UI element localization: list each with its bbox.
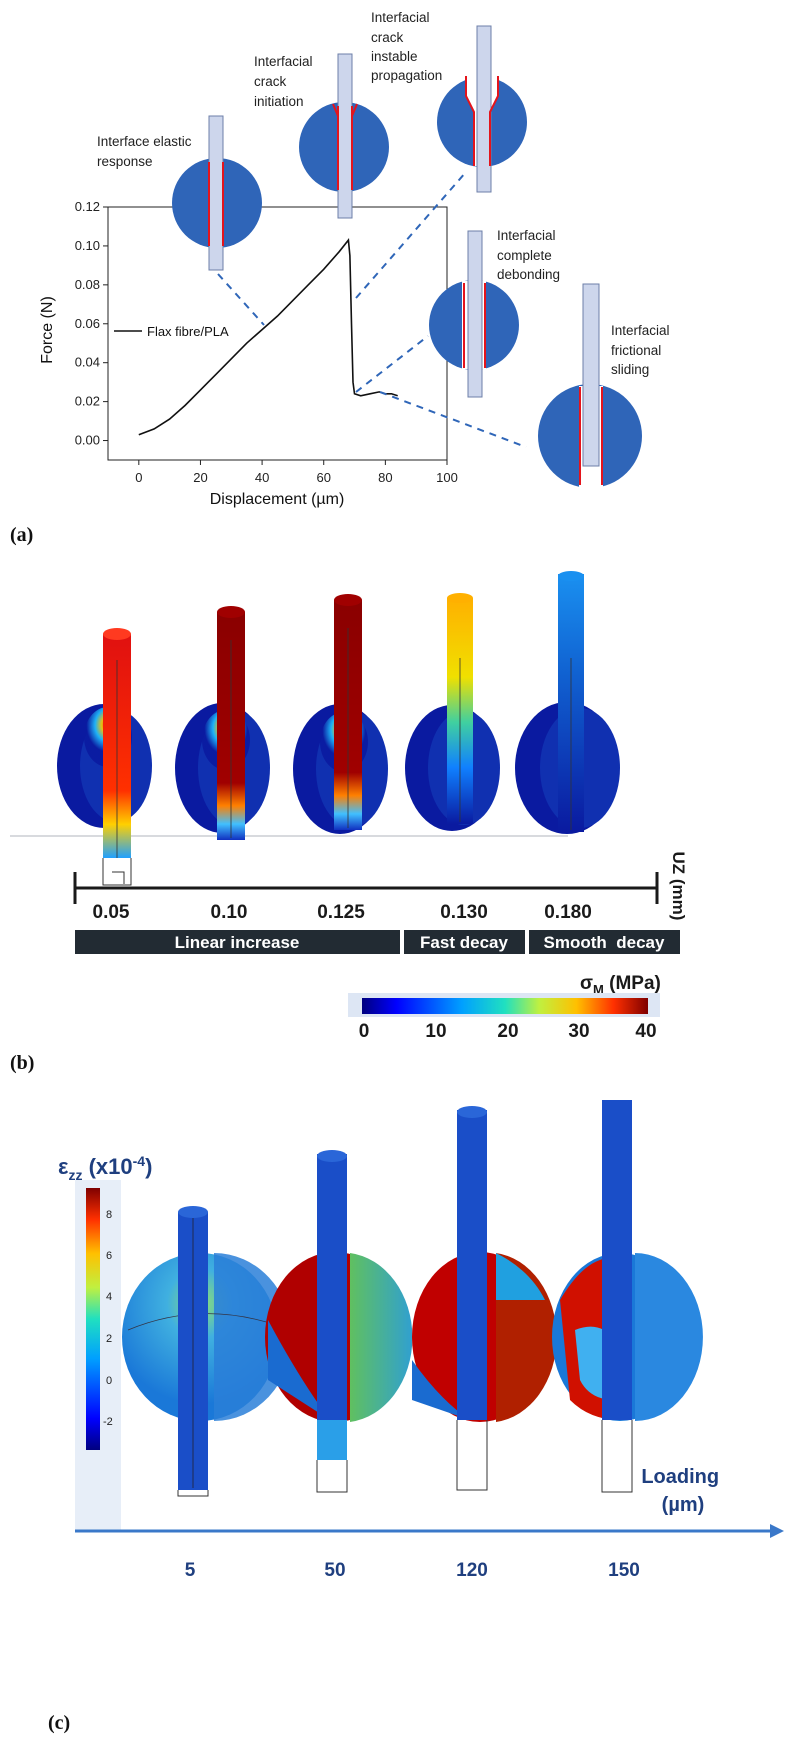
schematic-elastic-response (172, 115, 262, 271)
stage-label-complete-debonding: Interfacial complete debonding (497, 228, 560, 282)
x-tick-label: 80 (378, 470, 392, 485)
stress-model-0-180 (515, 571, 620, 834)
uz-axis-label: UZ (mm) (669, 852, 688, 921)
loading-axis-label: Loading (µm) (641, 1466, 724, 1516)
connector-elastic (217, 273, 265, 326)
phase-box-smooth-decay (529, 930, 680, 954)
phase-label: Linear increase (175, 933, 300, 952)
tick-group (103, 206, 448, 465)
colorbar-tick: 4 (106, 1291, 112, 1303)
tick-label-group: 0 20 40 60 80 100 0.00 0.02 0.04 0.06 0.08 0.10 0.12 (75, 199, 458, 485)
series-group (138, 238, 398, 436)
loading-axis (75, 1524, 784, 1538)
connector-sliding (379, 391, 527, 448)
phase-box-fast-decay (404, 930, 525, 954)
stress-model-0-125 (293, 594, 388, 834)
panel-label-b: (b) (10, 1052, 35, 1074)
panel-label-a: (a) (10, 524, 34, 546)
y-axis-label: Force (N) (39, 296, 56, 364)
loading-value: 120 (456, 1560, 488, 1581)
stage-label-frictional-sliding: Interfacial frictional sliding (611, 323, 673, 377)
uz-value: 0.130 (440, 902, 488, 923)
colorbar-tick: 8 (106, 1209, 112, 1221)
x-tick-label: 0 (135, 470, 142, 485)
stage-label-crack-initiation: Interfacial crack initiation (254, 54, 316, 109)
y-tick-label: 0.02 (75, 394, 100, 409)
x-tick-label: 100 (436, 470, 458, 485)
stage-label-instable-propagation: Interfacial crack instable propagation (371, 10, 442, 83)
stress-model-0-05 (57, 628, 152, 886)
schematic-frictional-sliding (538, 283, 642, 490)
schematic-complete-debonding (429, 230, 519, 398)
y-tick-label: 0.08 (75, 277, 100, 292)
loading-value: 150 (608, 1560, 640, 1581)
uz-value: 0.05 (93, 902, 130, 923)
uz-value: 0.10 (211, 902, 248, 923)
phase-label: Fast decay (420, 933, 508, 952)
colorbar-tick: 0 (359, 1021, 370, 1042)
strain-model-50 (265, 1150, 413, 1493)
y-tick-label: 0.06 (75, 316, 100, 331)
panel-a: 0 20 40 60 80 100 0.00 0.02 0.04 0.06 0.08 0.10 0.12… (39, 10, 673, 508)
strain-colorbar (86, 1188, 100, 1450)
colorbar-tick: 40 (635, 1021, 656, 1042)
x-tick-label: 20 (193, 470, 207, 485)
colorbar-tick: 6 (106, 1250, 112, 1262)
legend-label: Flax fibre/PLA (147, 324, 229, 339)
dashed-connectors (217, 171, 527, 448)
connector-debonding (355, 335, 429, 393)
y-tick-label: 0.12 (75, 199, 100, 214)
phase-box-linear-increase (75, 930, 400, 954)
phase-label: Smooth decay (544, 933, 665, 952)
colorbar (362, 998, 648, 1014)
loading-value: 5 (185, 1560, 196, 1581)
colorbar-tick: -2 (103, 1416, 113, 1428)
stress-model-0-10 (175, 606, 270, 840)
uz-value: 0.125 (317, 902, 365, 923)
strain-model-150 (552, 1100, 703, 1493)
colorbar-tick: 0 (106, 1375, 112, 1387)
series-line-flax-fibre-pla (138, 238, 398, 436)
arrow-head-icon (770, 1524, 784, 1538)
colorbar-tick: 30 (568, 1021, 589, 1042)
stress-model-0-130 (405, 593, 500, 831)
y-tick-label: 0.00 (75, 433, 100, 448)
uz-value: 0.180 (544, 902, 592, 923)
schematic-instable-propagation (437, 25, 527, 193)
colorbar-tick: 20 (497, 1021, 518, 1042)
colorbar-tick: 2 (106, 1333, 112, 1345)
strain-model-120 (412, 1106, 557, 1491)
panel-label-c: (c) (48, 1712, 71, 1734)
colorbar-title: εzz (x10-4) (58, 1153, 152, 1183)
colorbar-tick: 10 (425, 1021, 446, 1042)
panel-b: UZ (mm) 0.05 0.10 0.125 0.130 0.180 Line… (10, 571, 688, 1042)
y-tick-label: 0.04 (75, 355, 100, 370)
x-tick-label: 40 (255, 470, 269, 485)
x-axis-label: Displacement (µm) (210, 491, 345, 508)
y-tick-label: 0.10 (75, 238, 100, 253)
loading-value: 50 (324, 1560, 345, 1581)
panel-c: εzz (x10-4) 8 6 4 2 0 -2 (58, 1100, 784, 1581)
connector-propagation (355, 171, 467, 299)
schematic-crack-initiation (299, 53, 389, 219)
uz-axis (73, 872, 659, 904)
x-tick-label: 60 (316, 470, 330, 485)
stage-label-elastic-response: Interface elastic response (97, 134, 195, 169)
